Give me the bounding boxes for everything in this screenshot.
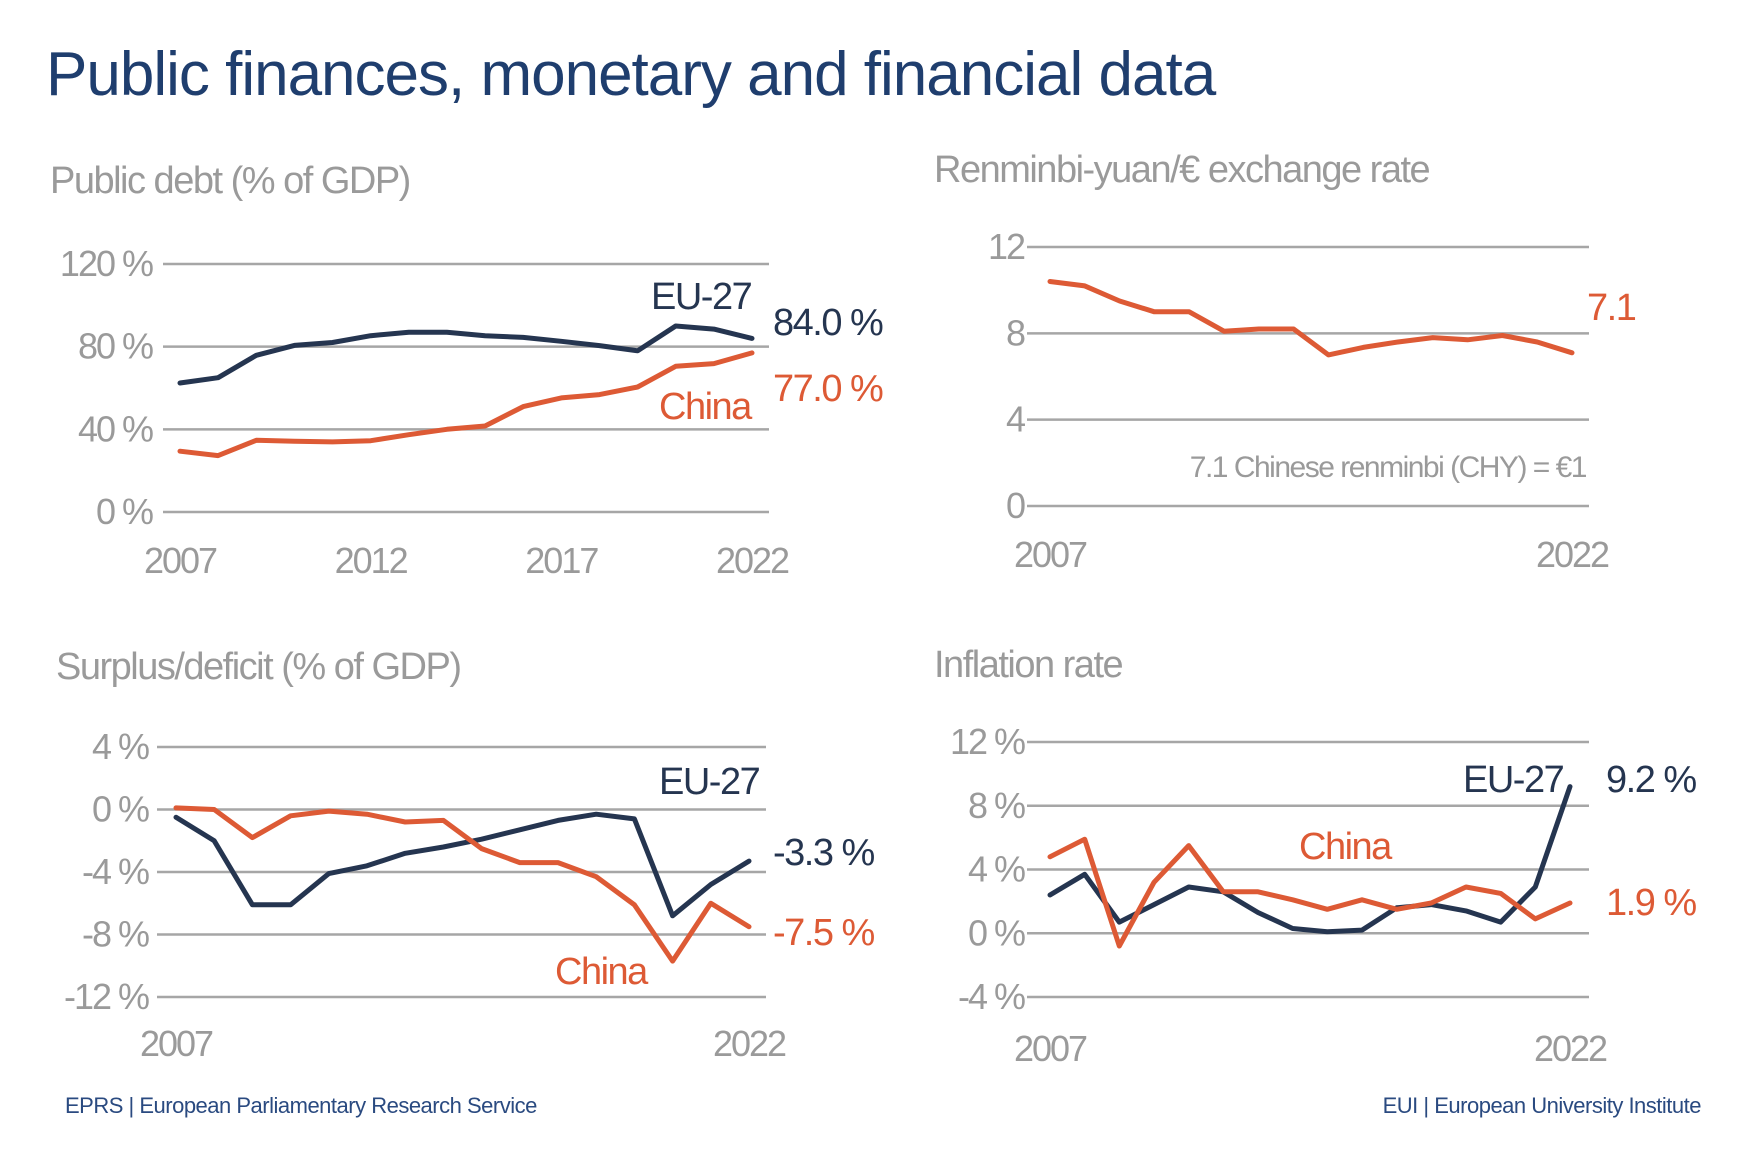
x-tick-label: 2012 xyxy=(335,540,408,581)
x-tick-label: 2007 xyxy=(144,540,217,581)
y-tick-label: -4 % xyxy=(82,851,149,892)
x-tick-label: 2007 xyxy=(140,1023,213,1064)
end-value-label: 77.0 % xyxy=(773,368,883,410)
chart-title: Inflation rate xyxy=(934,644,1122,686)
end-value-label: 9.2 % xyxy=(1606,759,1696,801)
y-tick-label: 12 % xyxy=(950,721,1025,762)
y-tick-label: -8 % xyxy=(82,914,149,955)
y-tick-label: -12 % xyxy=(64,976,149,1017)
series-label: China xyxy=(555,951,649,993)
series-label: EU-27 xyxy=(659,761,760,803)
chart-title: Public debt (% of GDP) xyxy=(50,160,410,202)
series-line-china xyxy=(177,350,755,459)
x-tick-label: 2022 xyxy=(716,540,789,581)
y-tick-label: 12 xyxy=(988,226,1025,267)
end-value-label: 7.1 xyxy=(1587,287,1636,329)
y-tick-label: 0 % xyxy=(92,789,149,830)
series-label: EU-27 xyxy=(1463,759,1564,801)
y-tick-label: 120 % xyxy=(60,243,153,284)
series-line-eu-27 xyxy=(173,811,752,919)
end-value-label: 84.0 % xyxy=(773,302,883,344)
footer-source-left: EPRS | European Parliamentary Research S… xyxy=(65,1093,537,1118)
y-tick-label: 4 xyxy=(1006,399,1025,440)
surplus-deficit-chart: Surplus/deficit (% of GDP) -12 % -8 % -4 % 0… xyxy=(56,646,876,1064)
x-tick-label: 2017 xyxy=(525,540,598,581)
end-value-label: -7.5 % xyxy=(773,912,875,954)
y-tick-label: 80 % xyxy=(78,326,153,367)
y-tick-label: -4 % xyxy=(958,976,1025,1017)
x-tick-label: 2007 xyxy=(1014,1028,1087,1069)
end-value-label: 1.9 % xyxy=(1606,882,1696,924)
series-label: China xyxy=(659,386,753,428)
end-value-label: -3.3 % xyxy=(773,832,875,874)
series-label: China xyxy=(1299,826,1393,868)
y-tick-label: 40 % xyxy=(78,408,153,449)
y-tick-label: 0 % xyxy=(96,491,153,532)
x-tick-label: 2007 xyxy=(1014,534,1087,575)
series-line-china xyxy=(1047,836,1573,949)
series-line-china xyxy=(173,805,752,964)
y-tick-label: 0 xyxy=(1006,485,1025,526)
inflation-chart: Inflation rate -4 % 0 % 4 % 8 % 12 % 2007 2022 E… xyxy=(934,644,1698,1069)
chart-title: Renminbi-yuan/€ exchange rate xyxy=(934,149,1430,191)
y-tick-label: 8 % xyxy=(968,785,1025,826)
x-tick-label: 2022 xyxy=(713,1023,786,1064)
footer-source-right: EUI | European University Institute xyxy=(1383,1093,1702,1118)
y-tick-label: 4 % xyxy=(968,849,1025,890)
y-tick-label: 4 % xyxy=(92,726,149,767)
y-tick-label: 0 % xyxy=(968,912,1025,953)
series-line-china xyxy=(1047,279,1575,358)
x-tick-label: 2022 xyxy=(1534,1028,1607,1069)
page-title: Public finances, monetary and financial … xyxy=(46,40,1217,109)
annotation: 7.1 Chinese renminbi (CHY) = €1 xyxy=(1190,451,1587,484)
chart-title: Surplus/deficit (% of GDP) xyxy=(56,646,460,688)
series-label: EU-27 xyxy=(651,276,752,318)
y-tick-label: 8 xyxy=(1006,312,1025,353)
exchange-rate-chart: Renminbi-yuan/€ exchange rate 0 4 8 12 2007 20… xyxy=(934,149,1637,575)
public-debt-chart: Public debt (% of GDP) 0 % 40 % 80 % 120 % 20… xyxy=(50,160,885,581)
x-tick-label: 2022 xyxy=(1536,534,1609,575)
series-line-eu-27 xyxy=(177,323,755,386)
